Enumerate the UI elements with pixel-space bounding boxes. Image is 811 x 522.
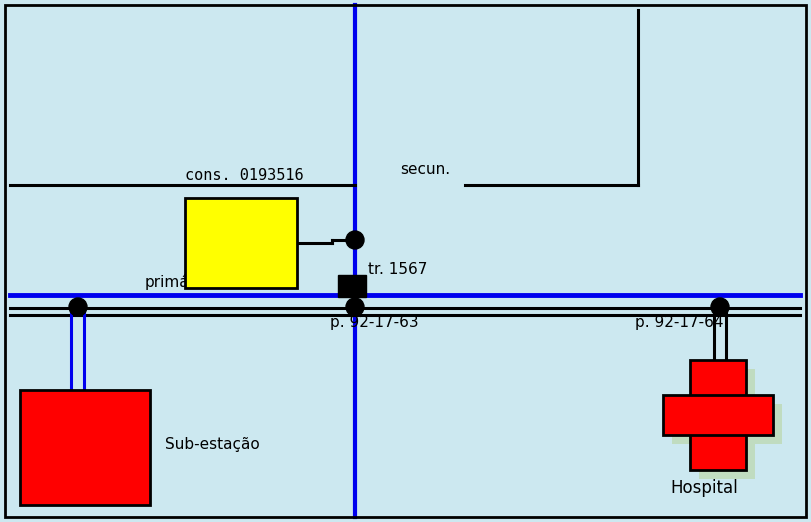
Bar bbox=[185, 198, 297, 288]
Bar bbox=[663, 395, 773, 435]
Circle shape bbox=[346, 231, 364, 249]
Bar bbox=[20, 390, 150, 505]
Text: p. 92-17-64: p. 92-17-64 bbox=[635, 314, 723, 329]
Text: cons. 0193516: cons. 0193516 bbox=[185, 168, 303, 183]
Text: primária: primária bbox=[145, 274, 209, 290]
Circle shape bbox=[711, 298, 729, 316]
Text: Sub-estação: Sub-estação bbox=[165, 437, 260, 453]
Bar bbox=[690, 360, 746, 470]
Text: p. 92-17-63: p. 92-17-63 bbox=[330, 314, 418, 329]
Text: secun.: secun. bbox=[400, 162, 450, 177]
Bar bbox=[338, 275, 366, 297]
Bar bbox=[672, 404, 782, 444]
Circle shape bbox=[69, 298, 87, 316]
Text: Hospital: Hospital bbox=[670, 479, 738, 497]
Bar bbox=[699, 369, 755, 479]
Circle shape bbox=[346, 298, 364, 316]
Text: tr. 1567: tr. 1567 bbox=[368, 263, 427, 278]
